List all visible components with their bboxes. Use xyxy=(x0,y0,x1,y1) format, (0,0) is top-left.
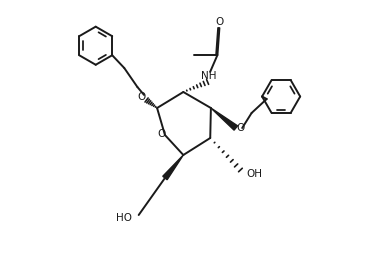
Text: HO: HO xyxy=(116,213,132,223)
Text: NH: NH xyxy=(201,71,217,81)
Text: O: O xyxy=(157,129,165,139)
Text: OH: OH xyxy=(247,169,263,179)
Polygon shape xyxy=(163,155,183,180)
Text: O: O xyxy=(215,17,224,27)
Text: O: O xyxy=(137,92,146,102)
Text: O: O xyxy=(237,123,245,133)
Polygon shape xyxy=(211,108,238,130)
